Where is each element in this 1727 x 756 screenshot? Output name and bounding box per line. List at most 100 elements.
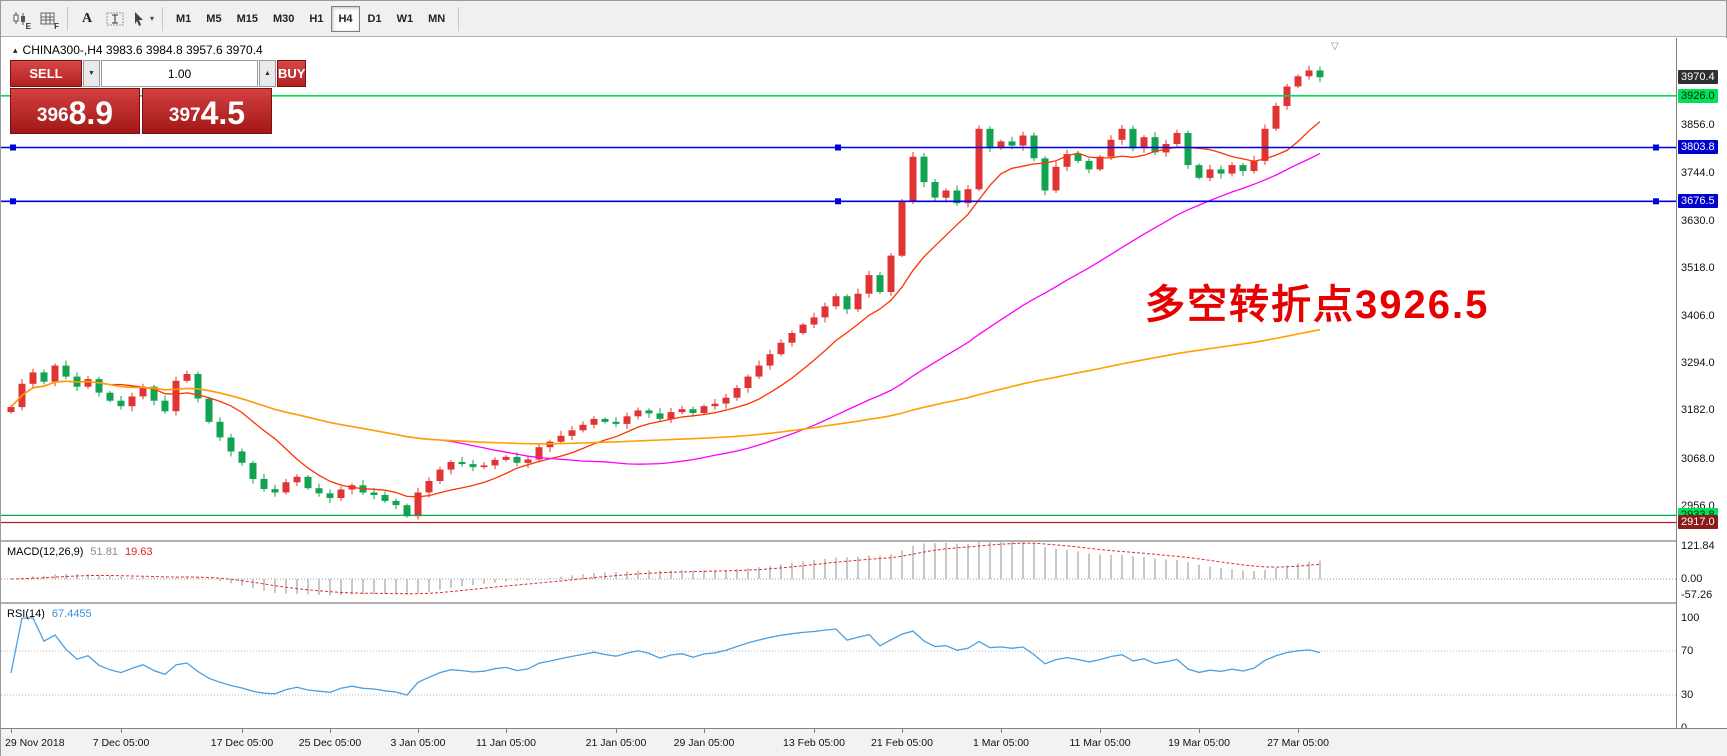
toolbar-separator — [458, 6, 460, 31]
time-axis-label: 29 Nov 2018 — [5, 737, 65, 749]
rsi-panel: RSI(14) 67.4455 — [1, 602, 1676, 728]
text-label-button[interactable] — [102, 6, 128, 32]
timeframe-m5[interactable]: M5 — [199, 6, 228, 32]
time-axis-tick — [615, 729, 617, 733]
time-axis-label: 25 Dec 05:00 — [298, 737, 362, 749]
main-toolbar: E F A — [1, 1, 1726, 37]
rsi-label: RSI(14) — [7, 608, 45, 620]
sell-price-big-digits: 8.9 — [68, 95, 114, 131]
time-axis-tick — [1099, 729, 1101, 733]
time-axis-label: 1 Mar 05:00 — [972, 737, 1030, 749]
price-axis-label: 3630.0 — [1681, 215, 1715, 227]
chart-annotation-text[interactable]: 多空转折点3926.5 — [1145, 283, 1490, 327]
volume-increase-button[interactable]: ▲ — [259, 60, 276, 87]
price-chart-canvas[interactable] — [1, 38, 1676, 540]
price-chart-panel: ▴ CHINA300-,H4 3983.6 3984.8 3957.6 3970… — [1, 38, 1676, 540]
timeframe-group: M1 M5 M15 M30 H1 H4 D1 W1 MN — [169, 5, 452, 32]
time-axis[interactable]: 29 Nov 2018 7 Dec 05:00 17 Dec 05:00 25 Dec… — [1, 728, 1727, 756]
rsi-axis-label: 30 — [1681, 689, 1694, 701]
time-axis-label: 19 Mar 05:00 — [1168, 737, 1230, 749]
time-axis-tick — [1198, 729, 1200, 733]
price-axis-label: 3803.8 — [1678, 140, 1718, 154]
chart-window-e-button[interactable]: E — [7, 6, 33, 32]
price-axis-label: 2917.0 — [1678, 515, 1718, 529]
macd-panel: MACD(12,26,9) 51.81 19.63 — [1, 540, 1676, 602]
sell-price-small-digits: 396 — [36, 105, 69, 126]
price-axis-column[interactable]: 3970.4 3926.0 3856.0 3803.8 3744.0 3676.5 3630… — [1676, 38, 1727, 734]
time-axis-tick — [120, 729, 122, 733]
sell-button[interactable]: SELL — [10, 60, 82, 87]
rsi-line — [10, 617, 1321, 696]
time-axis-label: 11 Mar 05:00 — [1069, 737, 1131, 749]
time-axis-label: 3 Jan 05:00 — [390, 737, 446, 749]
rsi-label-row: RSI(14) 67.4455 — [7, 608, 92, 620]
price-axis-label: 3970.4 — [1678, 70, 1718, 84]
chart-shift-marker-icon[interactable]: ▽ — [1331, 41, 1339, 52]
rsi-axis-label: 100 — [1681, 612, 1700, 624]
time-axis-label: 11 Jan 05:00 — [476, 737, 536, 749]
timeframe-m1[interactable]: M1 — [169, 6, 198, 32]
rsi-value: 67.4455 — [51, 608, 92, 620]
time-axis-label: 27 Mar 05:00 — [1267, 737, 1329, 749]
buy-button[interactable]: BUY — [277, 60, 307, 87]
macd-canvas[interactable] — [1, 542, 1676, 602]
collapse-arrow-icon[interactable]: ▴ — [13, 44, 18, 55]
macd-label-row: MACD(12,26,9) 51.81 19.63 — [7, 546, 152, 558]
time-axis-tick — [241, 729, 243, 733]
time-axis-tick — [329, 729, 331, 733]
macd-signal-value: 19.63 — [124, 546, 153, 558]
rsi-axis-label: 70 — [1681, 645, 1694, 657]
icon-sub-f: F — [54, 21, 59, 31]
ma-fast-line — [10, 121, 1321, 498]
time-axis-tick — [417, 729, 419, 733]
price-axis-label: 3406.0 — [1681, 310, 1715, 322]
volume-input[interactable] — [101, 60, 258, 87]
price-axis-label: 3856.0 — [1681, 119, 1715, 131]
time-axis-tick — [901, 729, 903, 733]
macd-histogram — [21, 542, 1321, 596]
cursor-tools-button[interactable]: ▾ — [130, 6, 156, 32]
ma-slow-line — [10, 328, 1321, 445]
timeframe-w1[interactable]: W1 — [390, 6, 421, 32]
macd-axis-label: 121.84 — [1681, 540, 1715, 552]
timeframe-m15[interactable]: M15 — [230, 6, 265, 32]
price-axis-label: 3068.0 — [1681, 453, 1715, 465]
trade-prices-row: 396 8.9 397 4.5 — [10, 88, 272, 134]
timeframe-d1[interactable]: D1 — [361, 6, 389, 32]
chart-header: ▴ CHINA300-,H4 3983.6 3984.8 3957.6 3970… — [13, 43, 263, 57]
macd-axis-label: -57.26 — [1681, 589, 1713, 601]
time-axis-label: 17 Dec 05:00 — [210, 737, 274, 749]
toolbar-separator — [67, 6, 68, 31]
chevron-down-icon: ▾ — [149, 14, 154, 23]
data-grid-f-button[interactable]: F — [35, 6, 61, 32]
time-axis-label: 13 Feb 05:00 — [783, 737, 845, 749]
buy-price-display[interactable]: 397 4.5 — [142, 88, 272, 134]
buy-price-big-digits: 4.5 — [200, 95, 246, 131]
macd-axis-label: 0.00 — [1681, 573, 1703, 585]
trade-controls-row: SELL ▼ ▲ BUY — [10, 60, 307, 87]
price-axis-label: 3294.0 — [1681, 357, 1715, 369]
price-axis-label: 3518.0 — [1681, 262, 1715, 274]
volume-decrease-button[interactable]: ▼ — [83, 60, 100, 87]
timeframe-mn[interactable]: MN — [421, 6, 452, 32]
toolbar-separator — [162, 6, 163, 31]
time-axis-tick — [703, 729, 705, 733]
sell-price-display[interactable]: 396 8.9 — [10, 88, 140, 134]
timeframe-h4[interactable]: H4 — [331, 5, 360, 32]
time-axis-label: 29 Jan 05:00 — [673, 737, 735, 749]
time-axis-label: 21 Feb 05:00 — [871, 737, 933, 749]
timeframe-h1[interactable]: H1 — [302, 6, 330, 32]
text-tool-icon: A — [81, 10, 93, 26]
buy-price-small-digits: 397 — [168, 105, 201, 126]
cursor-arrow-icon — [134, 11, 143, 26]
macd-label: MACD(12,26,9) — [7, 546, 84, 558]
rsi-canvas[interactable] — [1, 604, 1676, 728]
insert-text-button[interactable]: A — [74, 6, 100, 32]
price-axis-label: 3744.0 — [1681, 167, 1715, 179]
timeframe-m30[interactable]: M30 — [266, 6, 301, 32]
candlestick-chart-icon — [13, 11, 25, 25]
time-axis-label: 21 Jan 05:00 — [585, 737, 647, 749]
price-axis-label: 3926.0 — [1678, 89, 1718, 103]
